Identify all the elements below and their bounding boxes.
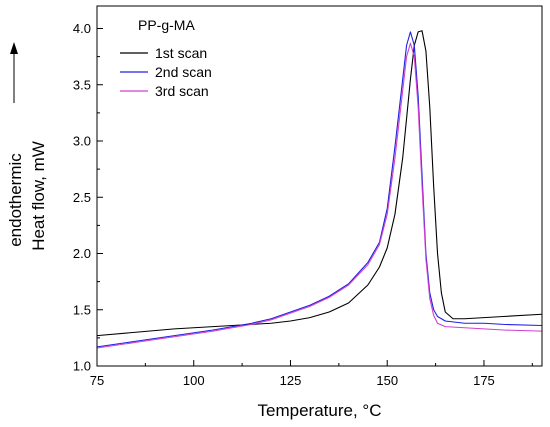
- chart-title: PP-g-MA: [138, 17, 195, 33]
- y-tick-label: 3.5: [73, 77, 91, 92]
- plot-area: [97, 30, 542, 349]
- x-axis-title: Temperature, °C: [258, 401, 382, 420]
- y-tick-label: 1.0: [73, 359, 91, 374]
- x-tick-label: 75: [90, 373, 104, 388]
- y-axis-endothermic-label: endothermic: [6, 153, 25, 247]
- y-tick-label: 1.5: [73, 302, 91, 317]
- legend-entry: 1st scan: [155, 45, 207, 61]
- x-tick-label: 150: [376, 373, 398, 388]
- series-line-1: [97, 30, 542, 337]
- x-tick-label: 125: [280, 373, 302, 388]
- legend-entry: 3rd scan: [155, 83, 209, 99]
- y-tick-label: 3.0: [73, 134, 91, 149]
- axes: [96, 5, 543, 367]
- y-axis-title: Heat flow, mW: [29, 141, 48, 251]
- legend-entry: 2nd scan: [155, 64, 212, 80]
- ticks: 75 100 125 150 175 1.0 1.5 2.0 2.5 3.0 3.5 4.0: [73, 21, 533, 388]
- series-layer: [97, 30, 542, 349]
- plot-frame: [96, 5, 543, 367]
- series-line-2: [97, 31, 542, 348]
- y-tick-label: 2.0: [73, 246, 91, 261]
- series-line-3: [97, 42, 542, 349]
- y-tick-label: 2.5: [73, 190, 91, 205]
- endothermic-arrow-icon: [10, 42, 18, 103]
- x-tick-label: 175: [473, 373, 495, 388]
- arrow-head: [10, 42, 18, 54]
- legend: 1st scan 2nd scan 3rd scan: [120, 45, 212, 99]
- y-tick-label: 4.0: [73, 21, 91, 36]
- x-tick-label: 100: [183, 373, 205, 388]
